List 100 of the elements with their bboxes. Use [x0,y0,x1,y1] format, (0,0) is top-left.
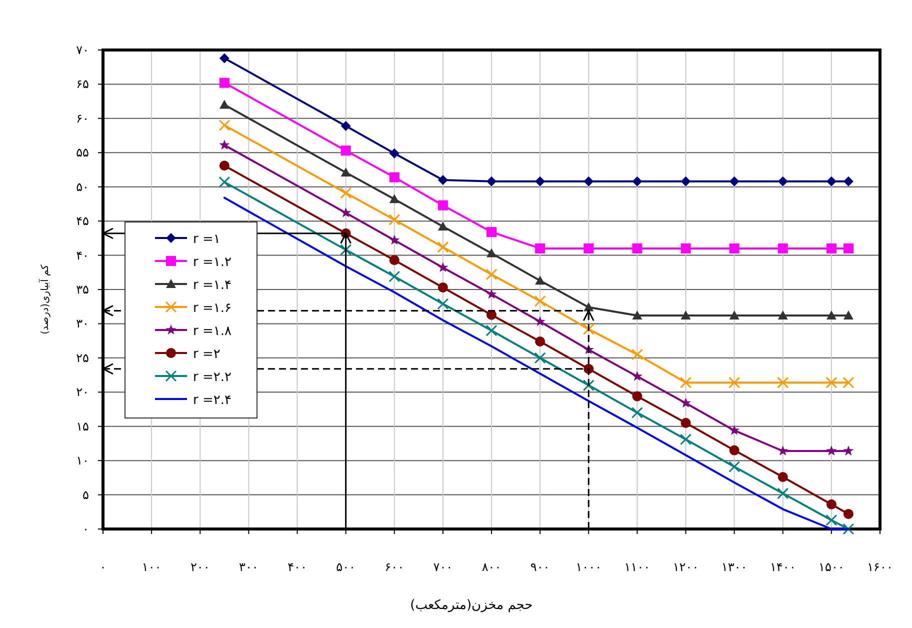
point [826,499,836,510]
y-tick-label: ۲۰ [76,385,89,400]
point [389,148,400,158]
point [218,120,230,132]
point [486,288,497,299]
point [438,175,448,186]
point [219,100,230,109]
point [340,187,352,199]
point [486,176,496,186]
legend-label: r =۲ [193,347,220,362]
point [680,376,692,388]
point [219,78,230,88]
point [632,243,642,254]
point [680,434,692,446]
point [437,298,449,310]
point [535,276,546,285]
y-tick-label: ۷۰ [76,43,89,57]
point [340,207,352,218]
x-tick-label: ۰ [100,560,106,574]
point [826,310,836,320]
point [680,398,691,408]
point [218,176,230,188]
x-tick-label: ۱۵۰۰ [818,560,844,574]
x-tick-label: ۴۰۰ [288,560,307,574]
point [778,310,788,320]
legend-label: r =۱.۶ [193,301,232,316]
point [535,243,546,254]
point [777,488,789,500]
point [340,120,351,131]
x-tick-label: ۱۶۰۰ [867,560,893,574]
point [584,243,594,254]
point [778,176,788,186]
point [729,243,740,254]
point [534,295,546,307]
point [486,268,498,280]
y-axis-title: کم آبیاری(درصد) [38,264,51,334]
point [777,376,789,388]
point [632,370,642,381]
point [680,176,691,186]
point [389,194,400,204]
x-tick-label: ۵۰۰ [336,560,356,574]
point [219,140,230,150]
point [535,336,546,347]
point [680,310,691,320]
y-tick-label: ۴۵ [76,214,89,228]
point [584,302,594,312]
point [219,53,230,64]
x-tick-label: ۸۰۰ [482,560,502,574]
x-tick-label: ۱۴۰۰ [770,560,796,574]
point [632,391,642,402]
point [486,248,496,258]
point [843,508,854,519]
point [438,200,448,210]
point [778,243,788,254]
y-tick-label: ۶۰ [76,111,89,126]
point [632,310,642,320]
x-tick-label: ۱۳۰۰ [721,560,748,574]
legend-label: r =۱.۴ [193,278,232,293]
y-tick-label: ۱۵ [76,419,89,434]
y-tick-label: ۵۰ [76,180,89,194]
point [584,176,594,186]
point [728,376,740,388]
point [582,380,594,392]
y-tick-label: ۱۰ [76,454,89,468]
y-tick-label: ۳۰ [76,316,89,331]
legend-label: r =۱ [193,232,220,247]
point [778,445,788,456]
point [388,270,400,282]
y-tick-label: ۰ [82,522,89,536]
point [842,523,854,535]
point [388,214,400,226]
point [582,323,594,335]
x-tick-label: ۹۰۰ [530,560,550,574]
point [631,348,643,360]
y-tick-label: ۴۰ [76,248,89,262]
x-tick-label: ۱۱۰۰ [624,560,650,574]
point [729,424,740,435]
point [680,243,691,254]
point [486,227,496,238]
point [631,406,643,418]
legend-label: r =۲.۲ [193,370,232,385]
y-tick-label: ۲۵ [76,350,89,365]
point [340,244,352,256]
point [843,176,854,186]
point [843,243,854,254]
point [437,241,449,253]
point [534,352,546,364]
point [729,176,740,186]
point [729,310,740,320]
x-tick-label: ۷۰۰ [433,560,453,574]
point [438,282,448,292]
point [219,160,230,171]
y-tick-label: ۳۵ [76,282,89,296]
point [632,176,642,186]
point [826,445,837,456]
point [680,418,691,428]
point [826,176,836,186]
x-tick-label: ۲۰۰ [190,560,210,574]
point [340,146,351,156]
x-tick-label: ۱۲۰۰ [672,560,699,574]
